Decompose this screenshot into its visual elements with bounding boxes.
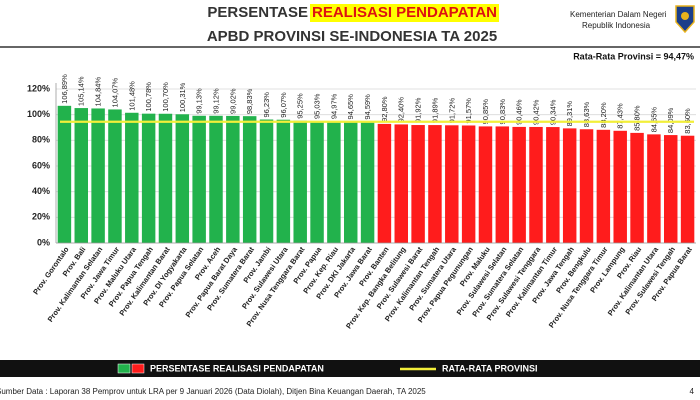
y-tick-label: 60% — [32, 160, 50, 170]
bar — [141, 113, 156, 243]
value-label: 96,07% — [279, 92, 288, 118]
bar — [158, 113, 173, 243]
value-label: 98,83% — [245, 88, 254, 114]
value-label: 88,20% — [599, 102, 608, 128]
bar — [74, 108, 88, 243]
bar — [192, 115, 206, 243]
value-label: 90,83% — [498, 99, 507, 125]
legend-swatch — [117, 363, 131, 374]
legend-swatch — [131, 363, 145, 374]
average-label: Rata-Rata Provinsi = 94,47% — [573, 51, 694, 61]
chart-title: PERSENTASE — [207, 4, 308, 21]
value-label: 92,80% — [380, 96, 389, 122]
value-label: 95,25% — [296, 93, 305, 119]
y-tick-label: 120% — [27, 83, 50, 93]
legend-label: PERSENTASE REALISASI PENDAPATAN — [150, 363, 324, 373]
bar — [293, 120, 307, 243]
bar — [175, 114, 190, 244]
page-number: 4 — [690, 387, 695, 396]
value-label: 91,92% — [414, 97, 423, 123]
value-label: 84,09% — [666, 107, 675, 133]
bar — [478, 126, 493, 243]
value-label: 88,63% — [582, 101, 591, 127]
bar — [411, 125, 425, 243]
bar — [613, 130, 627, 243]
legend-label: RATA-RATA PROVINSI — [442, 363, 538, 373]
value-label: 94,97% — [329, 93, 338, 119]
y-tick-label: 0% — [37, 237, 50, 247]
value-label: 96,23% — [262, 92, 271, 118]
y-tick-label: 80% — [32, 135, 50, 145]
y-tick-label: 20% — [32, 212, 50, 222]
bar — [664, 135, 678, 243]
value-label: 91,57% — [464, 98, 473, 124]
bar — [108, 109, 122, 243]
value-label: 91,89% — [430, 97, 439, 123]
bar — [344, 121, 358, 243]
bar — [512, 126, 526, 243]
chart-subtitle: APBD PROVINSI SE-INDONESIA TA 2025 — [207, 28, 497, 45]
y-tick-label: 100% — [27, 109, 50, 119]
bar — [310, 121, 324, 243]
bar — [647, 134, 661, 243]
value-label: 94,59% — [363, 94, 372, 120]
bar — [91, 108, 105, 244]
bar — [394, 124, 408, 243]
bar — [630, 132, 644, 243]
value-label: 104,07% — [110, 78, 119, 108]
logo — [675, 5, 695, 34]
bar — [209, 115, 223, 243]
value-label: 87,43% — [616, 103, 625, 129]
title-highlight — [310, 4, 500, 22]
bar — [242, 116, 257, 243]
value-label: 94,65% — [346, 94, 355, 120]
chart-title-highlight: REALISASI PENDAPATAN — [312, 4, 497, 21]
legend-band — [0, 360, 700, 377]
organization: Kementerian Dalam Negeri — [570, 10, 667, 19]
value-label: 100,31% — [178, 82, 187, 112]
bar — [546, 127, 560, 243]
bar — [259, 119, 274, 243]
value-label: 92,40% — [397, 97, 406, 123]
value-label: 100,70% — [161, 82, 170, 112]
value-label: 106,89% — [60, 74, 69, 104]
value-label: 105,14% — [77, 76, 86, 106]
bar — [579, 129, 594, 243]
value-label: 99,02% — [228, 88, 237, 114]
value-label: 101,48% — [127, 81, 136, 111]
value-label: 84,65% — [649, 107, 658, 133]
value-label: 100,78% — [144, 82, 153, 112]
bar — [495, 126, 510, 243]
source: Sumber Data : Laporan 38 Pemprov untuk L… — [0, 387, 426, 396]
bar — [445, 125, 459, 243]
value-label: 95,03% — [313, 93, 322, 119]
bar — [680, 135, 695, 243]
value-label: 104,84% — [94, 77, 103, 107]
bar — [377, 123, 392, 243]
bar — [327, 121, 341, 243]
bar — [57, 105, 72, 244]
bar — [529, 126, 543, 243]
value-label: 90,34% — [548, 99, 557, 125]
y-tick-label: 40% — [32, 186, 50, 196]
value-label: 90,46% — [515, 99, 524, 125]
bar — [226, 115, 240, 243]
value-label: 99,13% — [195, 88, 204, 114]
bar — [461, 125, 476, 243]
value-label: 90,42% — [531, 99, 540, 125]
bar — [360, 121, 375, 243]
bar — [276, 119, 291, 243]
value-label: 90,85% — [481, 99, 490, 125]
value-label: 99,12% — [211, 88, 220, 114]
bar — [428, 125, 442, 243]
bar — [596, 129, 611, 243]
value-label: 85,80% — [633, 105, 642, 131]
organization: Republik Indonesia — [582, 21, 651, 30]
value-label: 89,31% — [565, 101, 574, 127]
value-label: 91,72% — [447, 98, 456, 124]
bar — [125, 112, 139, 243]
bar — [562, 128, 577, 243]
